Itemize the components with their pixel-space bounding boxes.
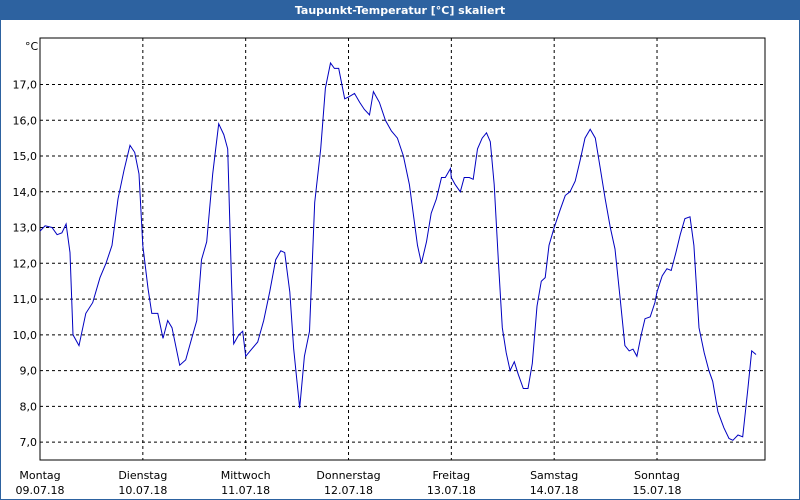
y-tick-label: 12,0 <box>13 257 38 270</box>
x-tick-label: Mittwoch <box>221 469 271 482</box>
y-tick-label: 11,0 <box>13 293 38 306</box>
y-tick-label: 8,0 <box>20 400 38 413</box>
x-tick-date: 12.07.18 <box>324 484 373 497</box>
y-tick-label: 14,0 <box>13 186 38 199</box>
y-tick-label: 9,0 <box>20 365 38 378</box>
x-tick-label: Sonntag <box>634 469 680 482</box>
y-tick-label: 16,0 <box>13 114 38 127</box>
x-tick-date: 11.07.18 <box>221 484 270 497</box>
x-tick-label: Samstag <box>530 469 578 482</box>
x-tick-date: 10.07.18 <box>118 484 167 497</box>
y-axis-label: °C <box>25 40 39 53</box>
x-tick-date: 09.07.18 <box>16 484 65 497</box>
x-tick-date: 14.07.18 <box>530 484 579 497</box>
y-tick-label: 13,0 <box>13 222 38 235</box>
x-tick-label: Dienstag <box>118 469 167 482</box>
x-tick-label: Montag <box>19 469 60 482</box>
y-tick-label: 15,0 <box>13 150 38 163</box>
y-tick-label: 7,0 <box>20 436 38 449</box>
y-tick-label: 10,0 <box>13 329 38 342</box>
data-line <box>39 61 757 441</box>
x-tick-date: 13.07.18 <box>427 484 476 497</box>
title-bar <box>0 0 800 20</box>
chart-title: Taupunkt-Temperatur [°C] skaliert <box>295 4 505 17</box>
x-tick-label: Donnerstag <box>316 469 380 482</box>
x-tick-date: 15.07.18 <box>633 484 682 497</box>
x-tick-label: Freitag <box>433 469 471 482</box>
y-tick-label: 17,0 <box>13 78 38 91</box>
